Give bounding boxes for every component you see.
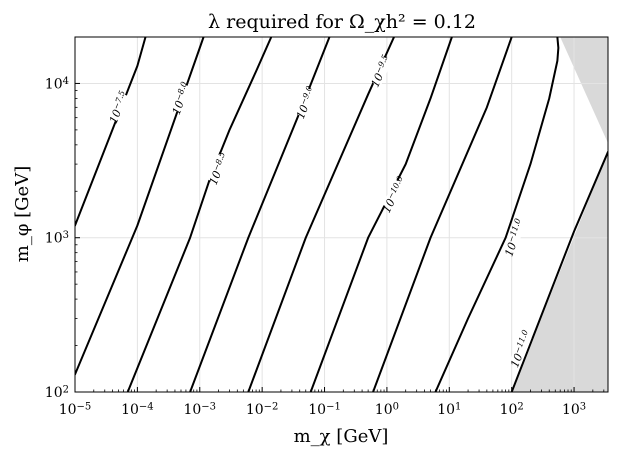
- plot-frame: [74, 36, 609, 393]
- contour-line-2: [75, 37, 205, 376]
- contour-label-4: 10−9.0: [293, 85, 318, 121]
- contour-line-4: [189, 37, 331, 392]
- contour-label-gap: [382, 179, 406, 210]
- x-tick-label-3: 10−2: [246, 402, 279, 419]
- contour-label-1: 10−7.5: [106, 89, 131, 125]
- y-tick-label-1: 103: [45, 230, 69, 247]
- y-axis-title: m_φ [GeV]: [12, 166, 33, 262]
- contour-lines: [75, 37, 608, 392]
- contour-line-5: [247, 37, 396, 392]
- contour-label-3: 10−8.5: [206, 151, 231, 187]
- contour-line-3: [126, 37, 273, 392]
- x-tick-label-4: 10−1: [308, 402, 341, 419]
- contour-labels: 10−7.5 10−8.010−8.510−9.010−9.510−10.010−…: [106, 53, 532, 369]
- contour-label-2: 10−8.0: [169, 80, 193, 116]
- contour-line-7: [372, 37, 513, 392]
- x-axis-title: m_χ [GeV]: [294, 426, 389, 447]
- y-tick-label-0: 102: [45, 385, 69, 402]
- x-axis-ticks: 10−5 10−4 10−3 10−2 10−1 100 101 102 103: [59, 387, 605, 419]
- x-tick-label-6: 101: [437, 402, 461, 419]
- shaded-region-2: [560, 37, 608, 144]
- contour-line-9: [510, 150, 608, 392]
- contour-label-gap: [207, 153, 230, 184]
- x-tick-label-8: 103: [562, 402, 586, 419]
- x-tick-label-1: 10−4: [121, 402, 154, 419]
- y-tick-label-2: 104: [45, 76, 69, 93]
- contour-line-1: [75, 37, 147, 227]
- x-tick-label-0: 10−5: [59, 402, 92, 419]
- contour-label-gap: [107, 92, 130, 123]
- contour-label-gap: [504, 222, 525, 253]
- contour-line-6: [309, 37, 453, 392]
- y-axis-ticks: 102 103 104: [45, 36, 80, 402]
- contour-label-gap: [295, 87, 317, 118]
- gridlines: [74, 37, 608, 393]
- contour-label-gap: [369, 55, 393, 87]
- contour-label-gap: [510, 333, 532, 365]
- contour-label-gap: [170, 83, 192, 114]
- x-tick-label-7: 102: [500, 402, 524, 419]
- contour-label-6: 10−10.0: [379, 175, 409, 215]
- x-tick-label-5: 100: [375, 402, 399, 419]
- chart-title: λ required for Ω_χh² = 0.12: [208, 11, 476, 33]
- contour-line-8: [434, 37, 560, 392]
- x-tick-label-2: 10−3: [183, 402, 216, 419]
